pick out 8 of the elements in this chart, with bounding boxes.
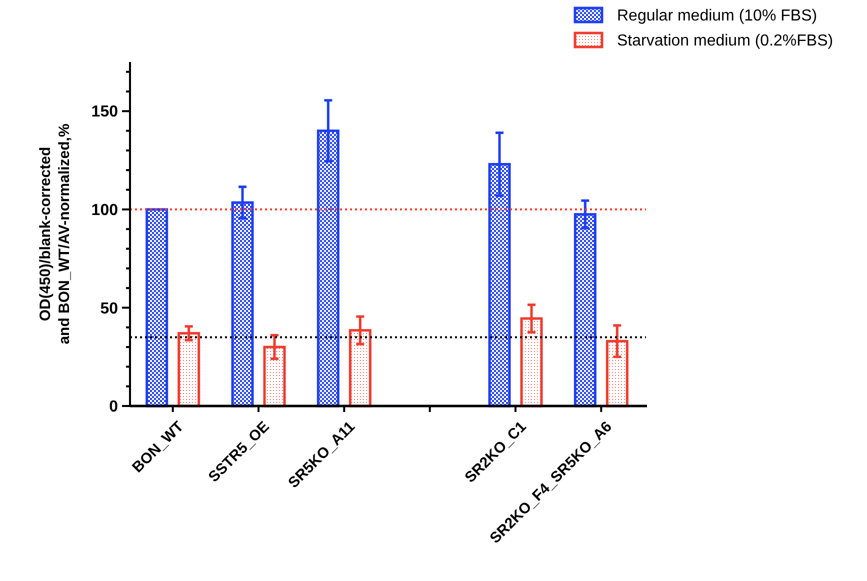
- bar: [146, 208, 168, 408]
- y-tick-label: 50: [100, 300, 118, 318]
- y-tick-label: 100: [91, 202, 118, 220]
- y-tick-label: 0: [109, 398, 118, 416]
- y-tick-label: 150: [91, 104, 118, 121]
- legend-label: Regular medium (10% FBS): [617, 8, 818, 25]
- y-axis-title: OD(450)/blank-corrected and BON_WT/AV-normalized,%: [37, 124, 73, 344]
- legend-label: Starvation medium (0.2%FBS): [617, 32, 834, 50]
